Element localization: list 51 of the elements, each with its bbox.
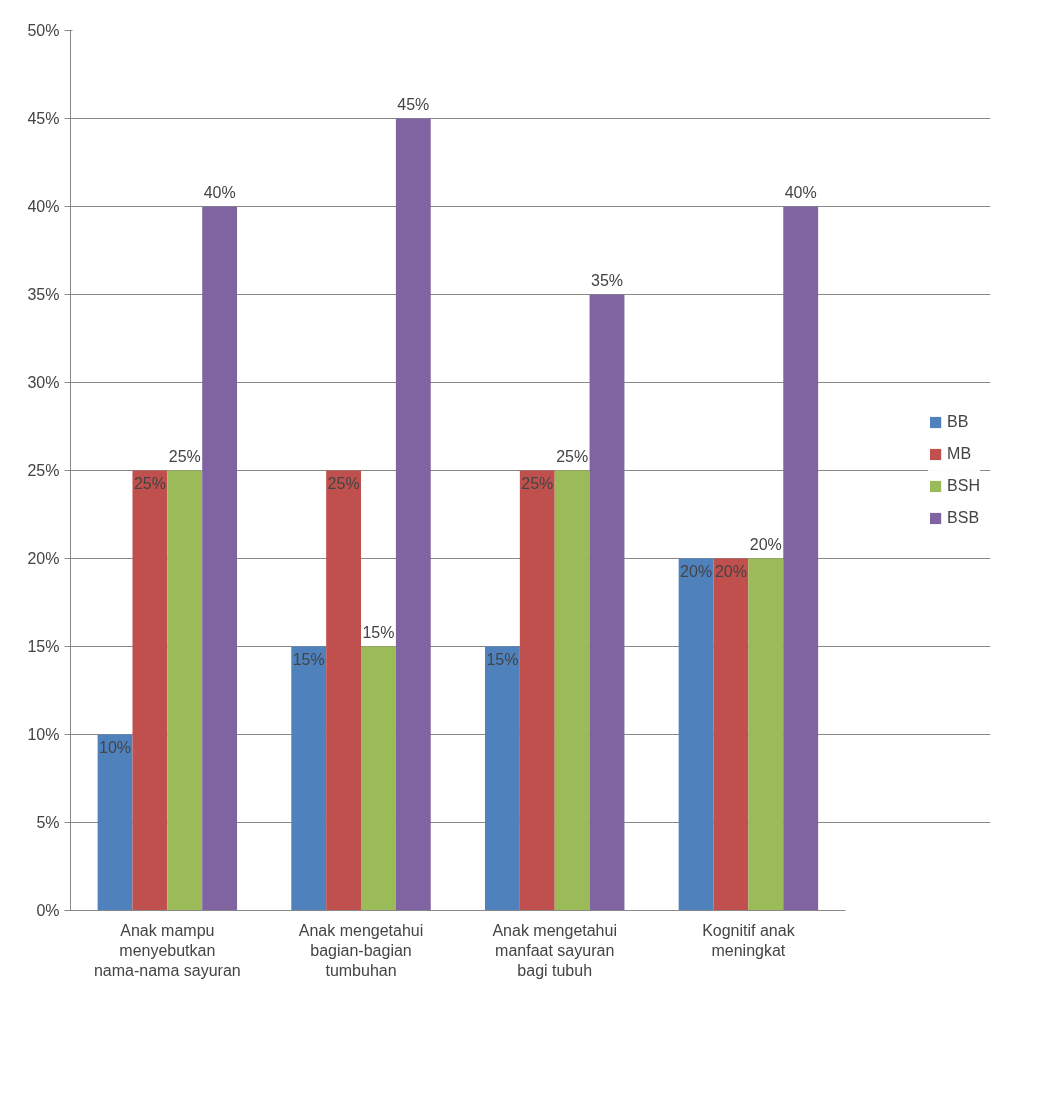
data-label: 15% (292, 650, 325, 668)
data-label: 35% (590, 271, 624, 289)
x-tick-label: Kognitif anak meningkat (702, 921, 796, 959)
y-tick-label: 5% (36, 814, 60, 831)
bar (678, 558, 714, 911)
data-label: 15% (362, 623, 395, 641)
bar (589, 294, 625, 911)
x-tick-label: Anak mengetahui manfaat sayuran bagi tubuh (492, 921, 617, 980)
bar (395, 118, 431, 911)
legend-label: BSB (947, 509, 980, 527)
bar (361, 646, 396, 911)
data-label: 20% (714, 562, 747, 580)
y-tick-label: 45% (27, 110, 60, 127)
bar (783, 206, 819, 911)
y-tick-label: 25% (27, 462, 60, 479)
data-label: 25% (133, 474, 166, 492)
bar (326, 470, 362, 911)
data-label: 40% (203, 183, 236, 201)
y-tick-label: 40% (27, 198, 60, 215)
bar (291, 646, 327, 911)
bar (519, 470, 555, 911)
x-tick-label: Anak mengetahui bagian-bagian tumbuhan (298, 921, 424, 980)
data-label: 25% (168, 447, 201, 465)
data-label: 25% (556, 447, 589, 465)
x-tick-label: Anak mampu menyebutkan nama-nama sayuran (93, 921, 241, 980)
data-label: 25% (327, 474, 360, 492)
y-tick-label: 50% (27, 22, 60, 39)
bar (202, 206, 238, 911)
legend-label: MB (947, 445, 972, 463)
bar (554, 470, 590, 911)
bar (167, 470, 203, 911)
y-tick-label: 15% (27, 638, 60, 655)
bar (132, 470, 168, 911)
y-tick-label: 20% (27, 550, 60, 567)
data-label: 40% (784, 183, 817, 201)
data-label: 20% (749, 535, 782, 553)
bar (713, 558, 749, 911)
data-label: 25% (521, 474, 554, 492)
y-tick-label: 30% (27, 374, 60, 391)
legend-label: BSH (947, 477, 980, 495)
y-tick-label: 35% (27, 286, 60, 303)
data-label: 20% (680, 562, 713, 580)
bar (484, 646, 520, 911)
bar (748, 558, 784, 911)
legend-label: BB (947, 413, 969, 431)
y-tick-label: 0% (36, 902, 60, 919)
data-label: 45% (397, 95, 430, 113)
y-tick-label: 10% (27, 726, 60, 743)
data-label: 15% (486, 650, 519, 668)
bar (97, 734, 133, 911)
data-label: 10% (99, 738, 132, 756)
